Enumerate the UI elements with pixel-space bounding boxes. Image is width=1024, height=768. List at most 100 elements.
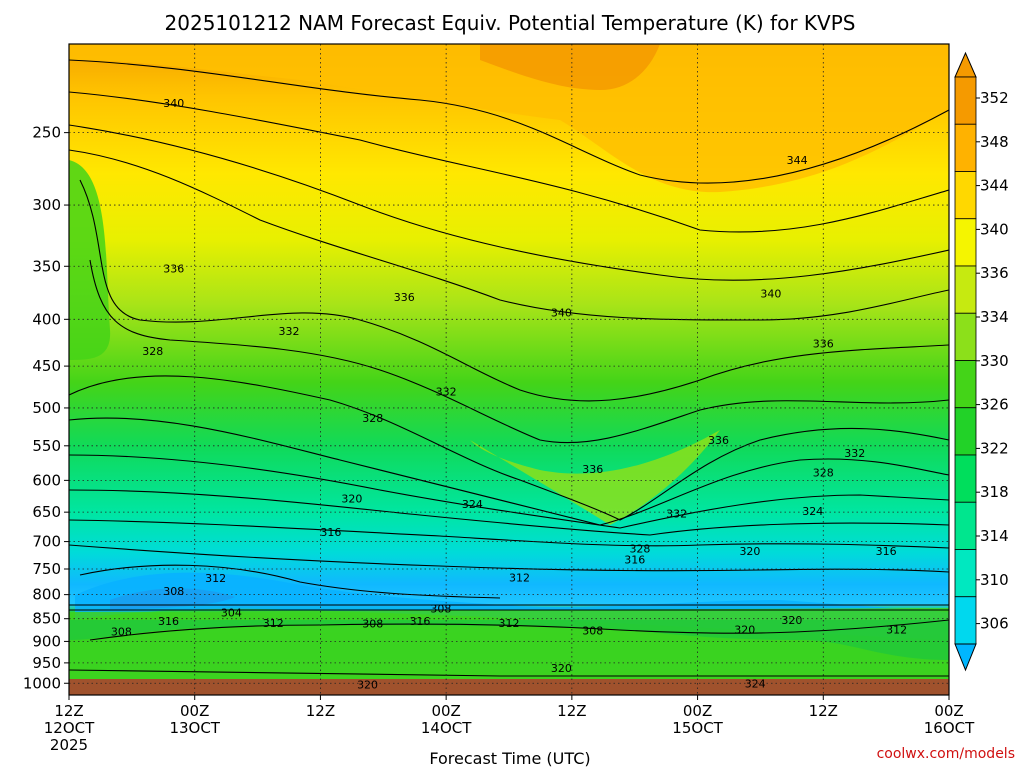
contour-label: 312 — [499, 617, 520, 630]
warm-region-peak — [480, 44, 660, 90]
contour-label: 344 — [787, 154, 808, 167]
isoline — [69, 669, 949, 677]
colorbar-label: 344 — [980, 177, 1009, 195]
colorbar-label: 326 — [980, 396, 1009, 414]
contour-label: 336 — [163, 263, 184, 276]
contour-label: 316 — [624, 553, 645, 566]
colorbar-segment — [954, 265, 977, 314]
y-tick-label: 650 — [32, 503, 61, 521]
x-tick-label: 13OCT — [169, 719, 220, 737]
isoline — [69, 544, 949, 573]
contour-label: 320 — [551, 662, 572, 675]
x-tick-label: 12Z — [306, 702, 335, 720]
y-tick-label: 750 — [32, 560, 61, 578]
isoline — [89, 259, 949, 444]
y-tick-label: 300 — [32, 196, 61, 214]
x-tick-label: 12Z — [809, 702, 838, 720]
contour-label: 312 — [509, 571, 530, 584]
contour-label: 336 — [708, 434, 729, 447]
x-tick-label: 00Z — [431, 702, 460, 720]
isoline — [69, 454, 949, 529]
contour-label: 320 — [734, 623, 755, 636]
isoline — [69, 489, 949, 536]
y-tick-label: 1000 — [23, 674, 61, 692]
contour-label: 340 — [163, 97, 184, 110]
contour-label: 328 — [362, 412, 383, 425]
colorbar-label: 340 — [980, 220, 1009, 238]
colorbar-arrow-top — [954, 51, 977, 78]
colorbar-segment — [954, 501, 977, 550]
colorbar-segment — [954, 76, 977, 125]
x-tick-label: 14OCT — [421, 719, 472, 737]
contour-label: 324 — [745, 678, 766, 691]
y-tick-label: 400 — [32, 310, 61, 328]
isoline — [69, 91, 949, 233]
y-tick-label: 600 — [32, 471, 61, 489]
colorbar-arrow-bottom — [954, 643, 977, 672]
contour-label: 324 — [802, 505, 823, 518]
colorbar-segment — [954, 312, 977, 361]
x-tick-label: 12Z — [557, 702, 586, 720]
colorbar-label: 310 — [980, 571, 1009, 589]
colorbar-label: 322 — [980, 439, 1009, 457]
isoline — [69, 417, 949, 526]
isoline — [89, 619, 949, 641]
colorbar-segment — [954, 549, 977, 598]
colorbar-label: 334 — [980, 308, 1009, 326]
contour-label: 320 — [739, 545, 760, 558]
contour-label: 320 — [781, 614, 802, 627]
isoline — [69, 124, 949, 281]
warm-region-upper — [69, 44, 949, 193]
colorbar-segment — [954, 596, 977, 645]
isoline — [69, 149, 949, 321]
colorbar-segment — [954, 407, 977, 456]
contour-label: 316 — [320, 526, 341, 539]
contour-label: 324 — [462, 498, 483, 511]
contour-label: 312 — [205, 572, 226, 585]
credit-link[interactable]: coolwx.com/models — [877, 746, 1015, 762]
colorbar-label: 330 — [980, 352, 1009, 370]
mid-level-plume — [470, 430, 720, 525]
colorbar-label: 318 — [980, 483, 1009, 501]
contour-label: 328 — [813, 466, 834, 479]
contour-label: 340 — [551, 306, 572, 319]
contour-label: 332 — [844, 447, 865, 460]
colorbar-segment — [954, 123, 977, 172]
contour-label: 328 — [142, 345, 163, 358]
y-tick-label: 350 — [32, 257, 61, 275]
contour-label: 332 — [436, 386, 457, 399]
contour-label: 332 — [279, 325, 300, 338]
contour-label: 304 — [221, 607, 242, 620]
x-tick-label: 00Z — [180, 702, 209, 720]
x-tick-label: 2025 — [50, 736, 88, 754]
contour-label: 308 — [163, 585, 184, 598]
contour-label: 308 — [582, 625, 603, 638]
contour-label: 332 — [666, 507, 687, 520]
x-tick-label: 00Z — [934, 702, 963, 720]
colorbar-label: 314 — [980, 527, 1009, 545]
colorbar-label: 352 — [980, 89, 1009, 107]
isoline — [69, 59, 949, 184]
chart-title: 2025101212 NAM Forecast Equiv. Potential… — [165, 11, 856, 35]
x-tick-label: 15OCT — [672, 719, 723, 737]
y-tick-label: 950 — [32, 654, 61, 672]
colorbar-segment — [954, 454, 977, 503]
x-tick-label: 16OCT — [924, 719, 975, 737]
contour-label: 320 — [341, 492, 362, 505]
contour-label: 308 — [111, 626, 132, 639]
contour-label: 336 — [582, 463, 603, 476]
ground-surface — [69, 679, 949, 695]
colorbar-segment — [954, 360, 977, 409]
contour-label: 320 — [357, 678, 378, 691]
contour-label: 328 — [629, 542, 650, 555]
isoline — [79, 564, 501, 599]
x-axis-label: Forecast Time (UTC) — [429, 749, 590, 768]
contour-label: 340 — [760, 288, 781, 301]
y-tick-label: 700 — [32, 533, 61, 551]
y-tick-label: 450 — [32, 357, 61, 375]
y-tick-label: 500 — [32, 399, 61, 417]
isoline — [69, 375, 949, 521]
y-tick-label: 550 — [32, 437, 61, 455]
contour-label: 316 — [876, 545, 897, 558]
